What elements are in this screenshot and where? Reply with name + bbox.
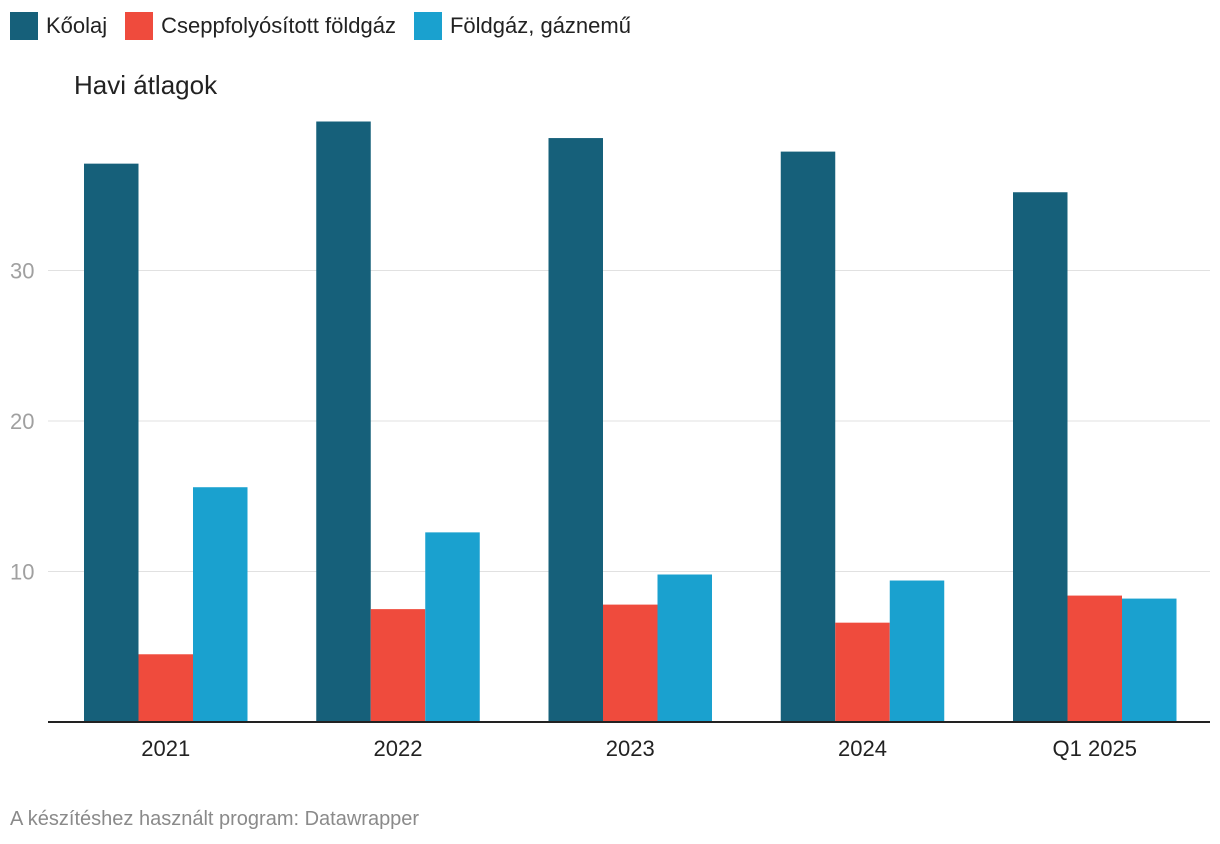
legend: Kőolaj Cseppfolyósított földgáz Földgáz,… (10, 12, 631, 40)
bar-lng-0 (138, 654, 193, 722)
y-tick-label-20: 20 (10, 409, 34, 434)
bar-koolaj-2 (548, 138, 603, 722)
bar-lng-4 (1067, 595, 1122, 722)
legend-swatch-koolaj (10, 12, 38, 40)
bar-lng-2 (603, 604, 658, 722)
x-tick-label-1: 2022 (374, 736, 423, 761)
bar-foldgaz-0 (193, 487, 248, 722)
x-tick-label-4: Q1 2025 (1053, 736, 1137, 761)
x-tick-label-0: 2021 (141, 736, 190, 761)
legend-swatch-foldgaz (413, 12, 442, 40)
bar-koolaj-3 (780, 151, 836, 723)
bar-lng-3 (835, 622, 890, 722)
legend-item-lng: Cseppfolyósított földgáz (125, 12, 396, 40)
chart-subtitle: Havi átlagok (74, 70, 218, 100)
bar-lng-1 (370, 609, 426, 722)
legend-label-lng: Cseppfolyósított földgáz (161, 13, 396, 38)
bar-koolaj-4 (1013, 192, 1068, 723)
footer-credit: A készítéshez használt program: Datawrap… (10, 808, 420, 830)
legend-item-koolaj: Kőolaj (10, 12, 107, 40)
legend-swatch-lng (125, 12, 154, 40)
bar-koolaj-1 (316, 121, 371, 722)
bar-foldgaz-3 (889, 580, 945, 722)
bar-foldgaz-4 (1122, 598, 1177, 722)
y-tick-label-10: 10 (10, 560, 34, 585)
legend-item-foldgaz: Földgáz, gáznemű (413, 12, 631, 40)
legend-label-koolaj: Kőolaj (46, 13, 108, 38)
bar-foldgaz-1 (425, 532, 480, 722)
legend-label-foldgaz: Földgáz, gáznemű (449, 13, 631, 38)
y-tick-label-30: 30 (10, 259, 34, 284)
bar-foldgaz-2 (657, 574, 712, 722)
x-tick-label-2: 2023 (606, 736, 655, 761)
bar-koolaj-0 (84, 163, 139, 722)
x-tick-label-3: 2024 (838, 736, 887, 761)
